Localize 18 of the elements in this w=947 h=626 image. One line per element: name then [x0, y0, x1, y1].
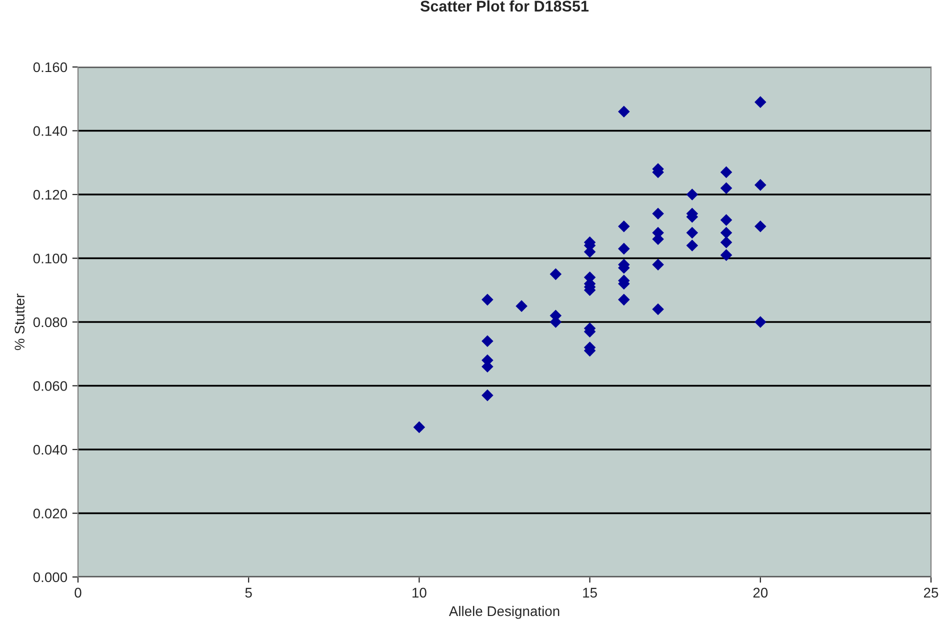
- y-tick-label: 0.160: [33, 62, 68, 72]
- x-tick-label: 5: [245, 588, 252, 598]
- y-tick-label: 0.140: [33, 126, 68, 136]
- y-tick-label: 0.060: [33, 381, 68, 391]
- y-tick-label: 0.000: [33, 572, 68, 582]
- x-axis-title: Allele Designation: [448, 606, 560, 619]
- y-tick-label: 0.020: [33, 508, 68, 518]
- x-tick-label: 15: [583, 588, 597, 598]
- y-axis-title: % Stutter: [14, 294, 25, 350]
- x-tick-label: 25: [924, 588, 938, 598]
- y-tick-label: 0.120: [33, 190, 68, 200]
- chart-title: Scatter Plot for D18S51: [420, 0, 589, 12]
- x-tick-label: 0: [74, 588, 82, 598]
- y-tick-label: 0.100: [33, 254, 68, 264]
- x-tick-label: 20: [753, 588, 768, 598]
- y-tick-label: 0.040: [33, 444, 68, 455]
- x-tick-label: 10: [412, 588, 426, 598]
- y-tick-label: 0.080: [33, 317, 68, 328]
